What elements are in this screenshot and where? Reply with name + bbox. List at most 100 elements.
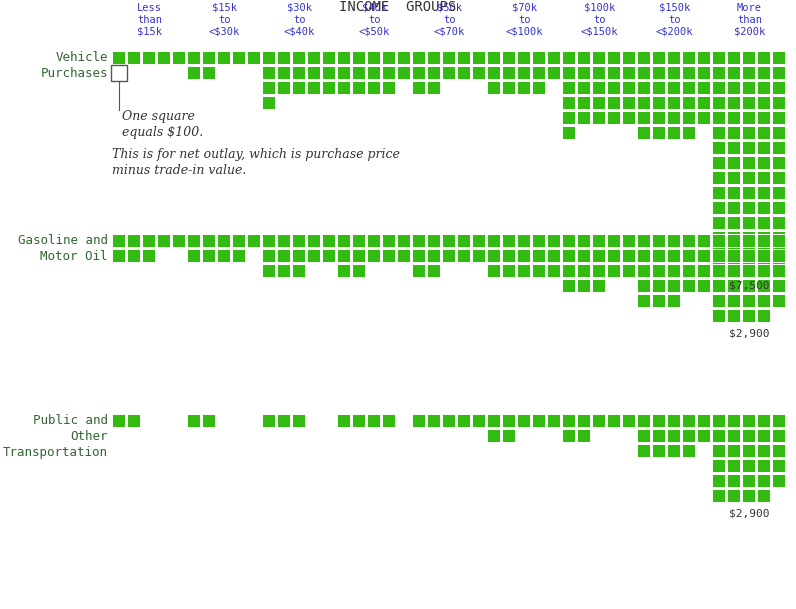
Bar xyxy=(727,141,740,154)
Bar xyxy=(472,414,485,427)
Bar xyxy=(142,51,155,64)
Bar xyxy=(562,111,575,124)
Bar xyxy=(727,186,740,199)
Bar xyxy=(712,51,725,64)
Text: Gasoline and
Motor Oil: Gasoline and Motor Oil xyxy=(18,234,108,263)
Bar xyxy=(772,414,785,427)
Bar xyxy=(442,414,455,427)
Bar xyxy=(412,234,425,247)
Bar xyxy=(412,264,425,277)
Bar xyxy=(667,111,680,124)
Bar xyxy=(742,126,755,139)
Bar xyxy=(742,171,755,184)
Bar xyxy=(367,234,380,247)
Bar xyxy=(682,66,695,79)
Bar xyxy=(217,234,230,247)
Bar xyxy=(412,51,425,64)
Bar xyxy=(172,51,185,64)
Bar xyxy=(757,96,770,109)
Bar xyxy=(517,414,530,427)
Bar xyxy=(667,66,680,79)
Bar xyxy=(247,234,260,247)
Bar xyxy=(562,279,575,292)
Bar xyxy=(757,489,770,502)
Bar xyxy=(352,66,365,79)
Bar xyxy=(727,66,740,79)
Bar xyxy=(607,414,620,427)
Bar xyxy=(712,231,725,244)
Bar xyxy=(607,234,620,247)
Bar xyxy=(712,141,725,154)
Bar xyxy=(502,234,515,247)
Bar xyxy=(697,249,710,262)
Bar xyxy=(592,96,605,109)
Bar xyxy=(562,126,575,139)
Bar xyxy=(697,429,710,442)
Bar xyxy=(592,234,605,247)
Bar xyxy=(727,51,740,64)
Bar xyxy=(322,81,335,94)
Bar xyxy=(547,249,560,262)
Bar xyxy=(502,249,515,262)
Bar xyxy=(697,81,710,94)
Bar xyxy=(652,66,665,79)
Bar xyxy=(742,234,755,247)
Bar xyxy=(727,81,740,94)
Bar xyxy=(142,234,155,247)
Bar xyxy=(577,249,590,262)
Bar xyxy=(637,51,650,64)
Bar xyxy=(637,234,650,247)
Bar xyxy=(712,156,725,169)
Bar xyxy=(517,51,530,64)
Bar xyxy=(307,51,320,64)
Text: $30k
to
<$40k: $30k to <$40k xyxy=(284,3,315,36)
Bar xyxy=(772,126,785,139)
Bar xyxy=(457,51,470,64)
Bar xyxy=(757,141,770,154)
Bar xyxy=(712,444,725,457)
Bar xyxy=(667,264,680,277)
Bar xyxy=(742,231,755,244)
Bar xyxy=(742,444,755,457)
Bar xyxy=(772,231,785,244)
Bar xyxy=(427,249,440,262)
Bar xyxy=(712,201,725,214)
Bar xyxy=(262,66,275,79)
Bar xyxy=(292,234,305,247)
Bar xyxy=(742,81,755,94)
Bar xyxy=(427,66,440,79)
Bar xyxy=(682,51,695,64)
Bar xyxy=(772,201,785,214)
Bar xyxy=(337,264,350,277)
Bar xyxy=(682,234,695,247)
Bar xyxy=(382,249,395,262)
Bar xyxy=(757,459,770,472)
Bar xyxy=(352,414,365,427)
Bar xyxy=(757,66,770,79)
Text: $100k
to
<$150k: $100k to <$150k xyxy=(581,3,618,36)
Bar xyxy=(637,66,650,79)
Bar xyxy=(682,279,695,292)
Text: $15k
to
<$30k: $15k to <$30k xyxy=(209,3,240,36)
Bar xyxy=(742,489,755,502)
Bar xyxy=(712,111,725,124)
Bar xyxy=(757,294,770,307)
Bar xyxy=(382,234,395,247)
Bar xyxy=(412,66,425,79)
Bar xyxy=(772,444,785,457)
Bar xyxy=(442,66,455,79)
Bar xyxy=(322,249,335,262)
Bar xyxy=(757,246,770,259)
Bar xyxy=(727,264,740,277)
Bar xyxy=(382,51,395,64)
Text: Less
than
$15k: Less than $15k xyxy=(137,3,162,36)
Bar xyxy=(307,249,320,262)
Bar xyxy=(682,81,695,94)
Bar xyxy=(772,234,785,247)
Bar xyxy=(262,414,275,427)
Bar xyxy=(547,66,560,79)
Bar xyxy=(757,234,770,247)
Bar xyxy=(262,51,275,64)
Bar xyxy=(772,186,785,199)
Bar xyxy=(712,279,725,292)
